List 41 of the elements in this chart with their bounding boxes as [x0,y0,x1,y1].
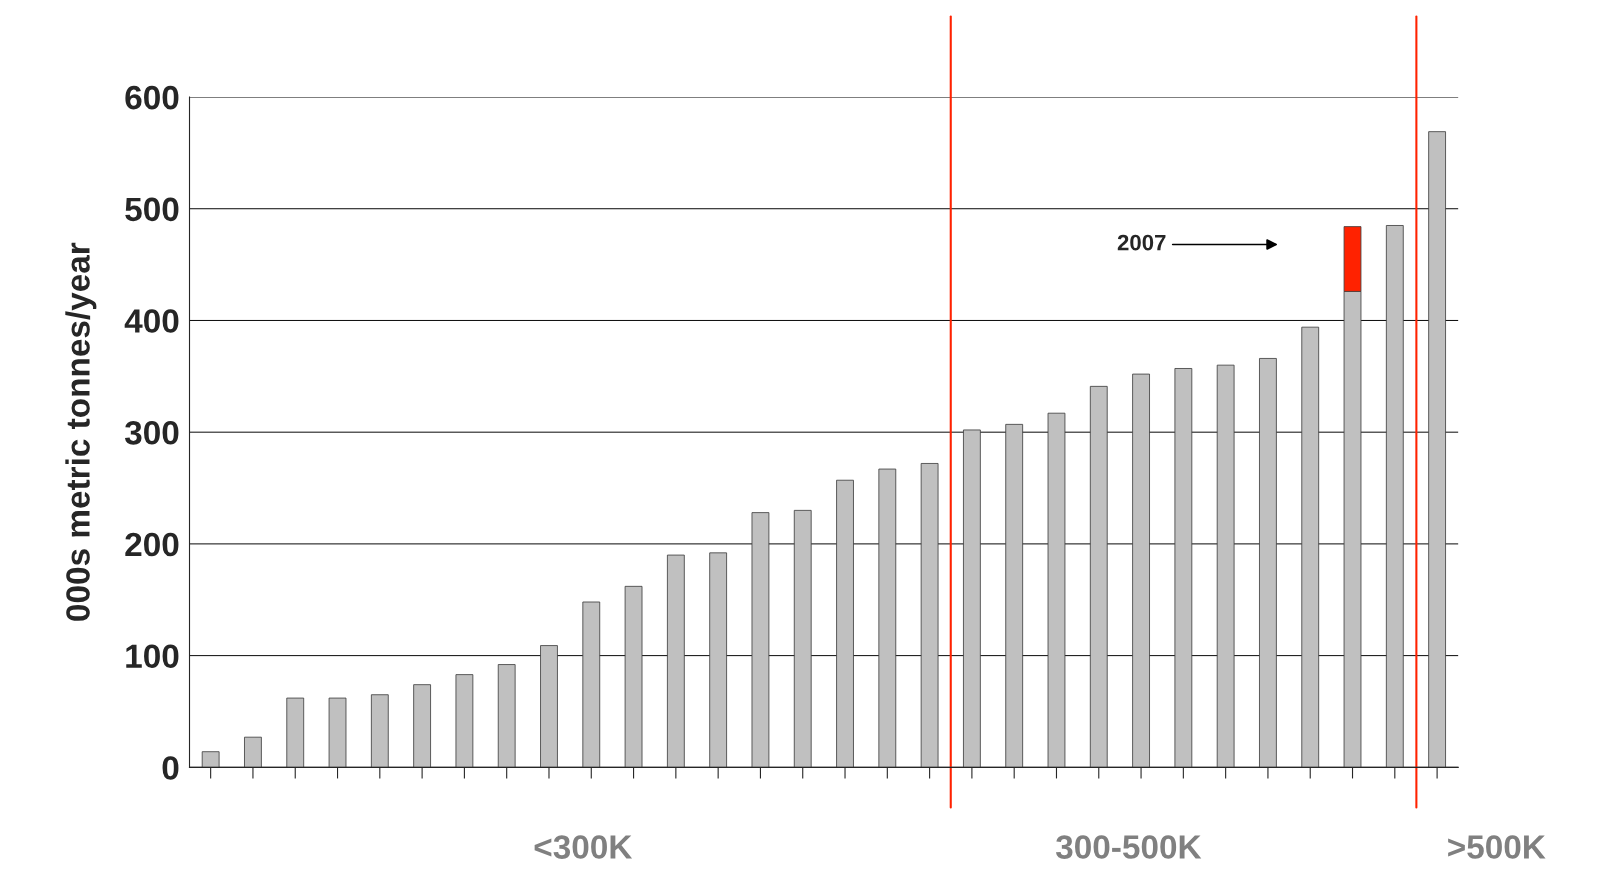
bar [1216,364,1235,768]
bar [920,463,939,768]
text: <300K [534,835,633,859]
bar [497,664,516,768]
bar [666,554,685,768]
y-tick-label: 600 [125,85,179,110]
y-tick-label: 100 [126,644,179,669]
y-axis-title: 000s metric tonnes/year [65,242,97,621]
bar [1047,412,1066,768]
bar [244,736,262,768]
bar [201,751,220,768]
bar [878,468,897,768]
y-tick-label: 400 [124,309,179,333]
bar [540,645,558,768]
bar [1428,131,1446,768]
bar [1259,358,1277,768]
text: >500K [1448,835,1546,859]
bar [709,552,728,768]
bar [582,601,601,768]
bar [1301,326,1320,768]
annotation: 2007 [1117,234,1166,251]
bar [1174,368,1193,768]
bar [793,509,812,768]
bar [370,694,389,768]
bar [624,585,643,768]
bar [1005,423,1024,768]
bar [1385,225,1404,768]
bar [328,697,347,768]
bar [1089,385,1108,768]
bar [836,479,854,768]
bar [413,684,431,768]
bar [286,697,305,768]
bar [963,429,981,768]
y-tick-label: 200 [125,532,179,557]
y-tick-label: 0 [162,756,179,780]
bar [751,512,770,768]
y-tick-label: 300 [124,420,179,445]
bar [455,674,474,768]
text: 300-500K [1055,835,1202,859]
y-tick-label: 500 [125,197,179,222]
bar [1132,373,1150,768]
